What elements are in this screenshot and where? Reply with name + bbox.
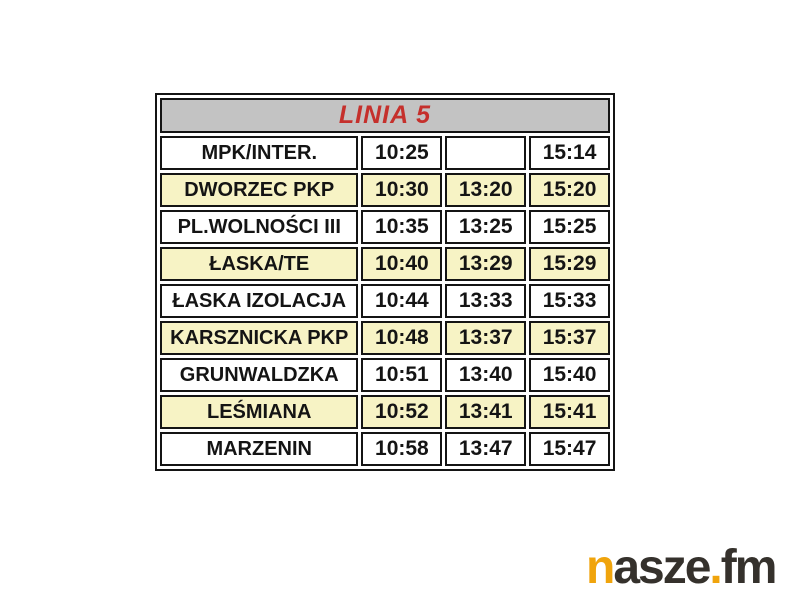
stop-name-cell: DWORZEC PKP [160,173,359,207]
timetable-header-row: LINIA 5 [160,98,610,133]
departure-time-cell [445,136,527,170]
stop-name-cell: GRUNWALDZKA [160,358,359,392]
timetable: LINIA 5 MPK/INTER. 10:25 15:14 DWORZEC PKP 1… [155,93,615,471]
departure-time-cell: 15:20 [529,173,610,207]
departure-time-cell: 10:58 [361,432,443,466]
departure-time-cell: 15:33 [529,284,610,318]
departure-time-cell: 10:30 [361,173,443,207]
departure-time-cell: 15:47 [529,432,610,466]
logo-letters-asze: asze [613,541,711,594]
table-row: MPK/INTER. 10:25 15:14 [160,136,610,170]
departure-time-cell: 10:51 [361,358,443,392]
departure-time-cell: 13:33 [445,284,527,318]
stop-name-cell: MPK/INTER. [160,136,359,170]
departure-time-cell: 15:40 [529,358,610,392]
departure-time-cell: 13:20 [445,173,527,207]
stop-name-cell: ŁASKA/TE [160,247,359,281]
table-row: GRUNWALDZKA 10:51 13:40 15:40 [160,358,610,392]
stop-name-cell: PL.WOLNOŚCI III [160,210,359,244]
table-row: ŁASKA IZOLACJA 10:44 13:33 15:33 [160,284,610,318]
departure-time-cell: 10:25 [361,136,443,170]
stop-name-cell: KARSZNICKA PKP [160,321,359,355]
departure-time-cell: 13:37 [445,321,527,355]
departure-time-cell: 15:37 [529,321,610,355]
departure-time-cell: 10:48 [361,321,443,355]
timetable-body: MPK/INTER. 10:25 15:14 DWORZEC PKP 10:30 13:2… [160,136,610,466]
nasze-fm-logo: nasze.fm [586,541,778,595]
stop-name-cell: MARZENIN [160,432,359,466]
departure-time-cell: 13:25 [445,210,527,244]
departure-time-cell: 10:52 [361,395,443,429]
departure-time-cell: 13:47 [445,432,527,466]
table-row: MARZENIN 10:58 13:47 15:47 [160,432,610,466]
logo-letter-n: n [586,541,615,594]
line-title: LINIA 5 [160,98,610,133]
departure-time-cell: 15:14 [529,136,610,170]
departure-time-cell: 10:40 [361,247,443,281]
table-row: LEŚMIANA 10:52 13:41 15:41 [160,395,610,429]
departure-time-cell: 15:25 [529,210,610,244]
departure-time-cell: 10:44 [361,284,443,318]
table-row: PL.WOLNOŚCI III 10:35 13:25 15:25 [160,210,610,244]
departure-time-cell: 10:35 [361,210,443,244]
logo-letters-fm: fm [720,541,778,594]
stop-name-cell: LEŚMIANA [160,395,359,429]
departure-time-cell: 15:41 [529,395,610,429]
table-row: DWORZEC PKP 10:30 13:20 15:20 [160,173,610,207]
stop-name-cell: ŁASKA IZOLACJA [160,284,359,318]
departure-time-cell: 13:41 [445,395,527,429]
departure-time-cell: 15:29 [529,247,610,281]
logo-dot: . [709,541,722,594]
table-row: ŁASKA/TE 10:40 13:29 15:29 [160,247,610,281]
departure-time-cell: 13:29 [445,247,527,281]
departure-time-cell: 13:40 [445,358,527,392]
table-row: KARSZNICKA PKP 10:48 13:37 15:37 [160,321,610,355]
